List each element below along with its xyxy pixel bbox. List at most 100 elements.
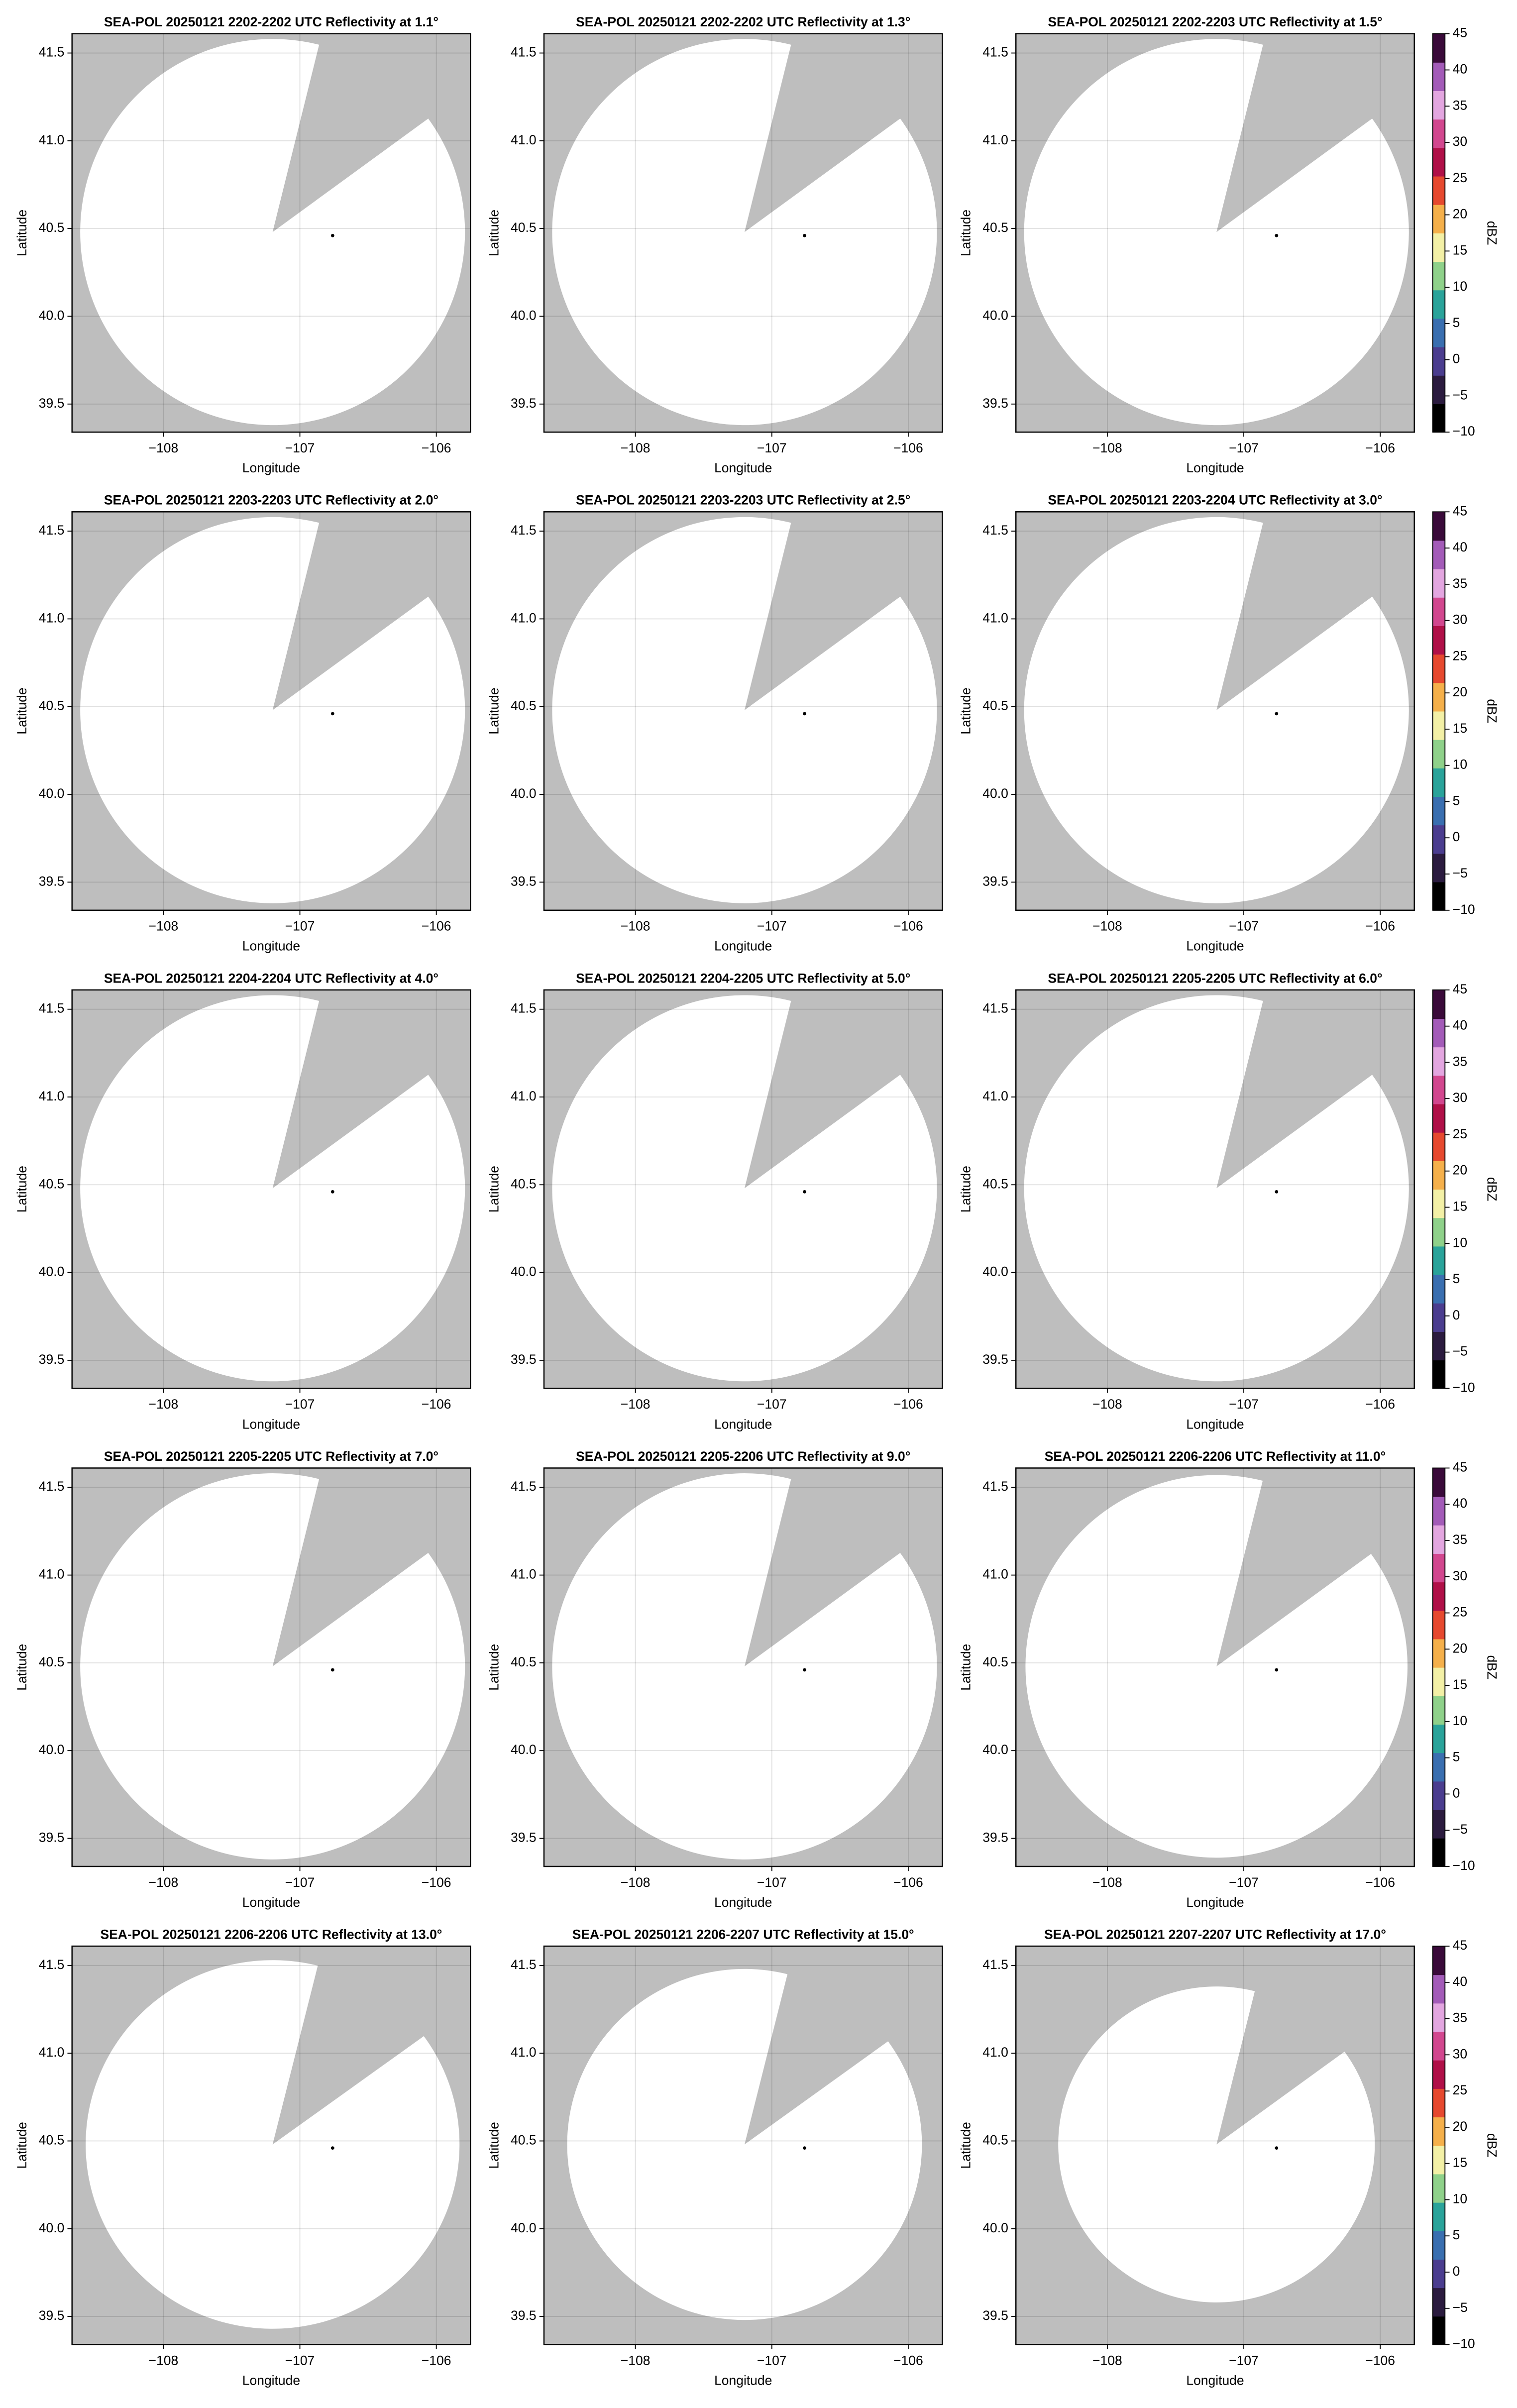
colorbar-segment [1432, 597, 1445, 626]
y-tick-label: 41.0 [39, 2045, 65, 2060]
y-tick-label: 39.5 [511, 1352, 537, 1367]
x-tick-label: −107 [757, 440, 787, 455]
colorbar-tick-label: 30 [1453, 2046, 1467, 2061]
colorbar-segment [1432, 119, 1445, 148]
colorbar-tick-label: 15 [1453, 242, 1467, 257]
y-tick-label: 39.5 [511, 396, 537, 411]
x-tick-label: −107 [757, 919, 787, 934]
y-tick-label: 40.5 [511, 2132, 537, 2147]
colorbar-segment [1432, 2174, 1445, 2203]
colorbar-tick-label: 25 [1453, 170, 1467, 185]
x-axis-label: Longitude [714, 460, 772, 475]
colorbar-tick-label: 15 [1453, 1677, 1467, 1692]
colorbar-frame [1432, 33, 1446, 433]
coverage-sector [80, 39, 465, 426]
colorbar-tick-label: 40 [1453, 1018, 1467, 1033]
colorbar-segment [1432, 881, 1445, 911]
y-tick-label: 39.5 [982, 396, 1008, 411]
colorbar-tick-label: 0 [1453, 829, 1460, 844]
axes-frame [1015, 1467, 1415, 1867]
colorbar-tick-label: 25 [1453, 648, 1467, 663]
x-axis-label: Longitude [714, 939, 772, 954]
panel: −108 −107 −106 39.5 40.0 40.5 41.0 41.5 SEA-POL … [486, 14, 943, 475]
colorbar-tick-label: 35 [1453, 98, 1467, 112]
colorbar-tick-label: 0 [1453, 351, 1460, 366]
panel: −108 −107 −106 39.5 40.0 40.5 41.0 41.5 SEA-POL … [959, 1927, 1500, 2388]
y-tick-label: 40.5 [39, 220, 65, 235]
colorbar-tick-label: 35 [1453, 2010, 1467, 2025]
y-tick-label: 40.0 [39, 308, 65, 323]
chart-title: SEA-POL 20250121 2207-2207 UTC Reflectiv… [1044, 1927, 1386, 1942]
colorbar-segment [1432, 318, 1445, 347]
x-tick-label: −106 [1365, 919, 1395, 934]
y-axis-label: Latitude [959, 1644, 974, 1691]
site-marker [1275, 233, 1279, 237]
x-axis-label: Longitude [1186, 1417, 1244, 1431]
coverage-sector [552, 1473, 937, 1860]
y-tick-label: 41.5 [39, 1001, 65, 1016]
colorbar-segment [1432, 261, 1445, 291]
colorbar-tick-label: 45 [1453, 1459, 1467, 1474]
colorbar-segment [1432, 1610, 1445, 1640]
site-marker [330, 1190, 334, 1194]
y-tick-label: 41.0 [982, 610, 1008, 625]
y-axis-label: Latitude [486, 2122, 501, 2169]
x-tick-label: −107 [285, 2353, 315, 2368]
x-tick-label: −106 [1365, 1875, 1395, 1890]
coverage-sector [552, 517, 937, 903]
y-tick-label: 41.0 [39, 132, 65, 147]
panel: −108 −107 −106 39.5 40.0 40.5 41.0 41.5 SEA-POL … [486, 493, 943, 954]
x-tick-label: −108 [149, 2353, 179, 2368]
y-tick-label: 41.5 [39, 523, 65, 538]
y-tick-label: 41.0 [511, 1089, 537, 1103]
y-tick-label: 41.0 [982, 1567, 1008, 1582]
colorbar-segment [1432, 2288, 1445, 2317]
colorbar-tick-label: 0 [1453, 1308, 1460, 1322]
colorbar-segment [1432, 1781, 1445, 1810]
colorbar-frame [1432, 511, 1446, 911]
colorbar-segment [1432, 2230, 1445, 2260]
colorbar-segment [1432, 1695, 1445, 1725]
y-tick-label: 40.0 [39, 1742, 65, 1757]
colorbar-tick-label: 10 [1453, 279, 1467, 294]
chart-title: SEA-POL 20250121 2203-2203 UTC Reflectiv… [104, 493, 438, 508]
colorbar-segment [1432, 1582, 1445, 1611]
y-tick-label: 41.5 [982, 523, 1008, 538]
y-tick-label: 39.5 [39, 396, 65, 411]
y-axis-label: Latitude [14, 210, 29, 256]
colorbar-label: dBZ [1485, 1655, 1500, 1679]
x-tick-label: −106 [422, 1397, 451, 1412]
y-tick-label: 40.0 [982, 1264, 1008, 1279]
colorbar-segment [1432, 1838, 1445, 1867]
colorbar-tick-label: −5 [1453, 866, 1468, 880]
x-tick-label: −107 [285, 440, 315, 455]
site-marker [803, 2146, 806, 2150]
coverage-sector [80, 517, 465, 903]
coverage-sector [1024, 517, 1409, 903]
x-tick-label: −108 [1092, 919, 1122, 934]
colorbar-segment [1432, 1724, 1445, 1753]
colorbar-segment [1432, 626, 1445, 655]
site-marker [330, 233, 334, 237]
y-tick-label: 40.0 [511, 2220, 537, 2235]
y-tick-label: 39.5 [39, 874, 65, 888]
axes-frame [1015, 511, 1415, 911]
x-tick-label: −108 [1092, 1397, 1122, 1412]
y-tick-label: 40.0 [982, 786, 1008, 801]
y-axis-label: Latitude [14, 1166, 29, 1212]
x-tick-label: −106 [1365, 2353, 1395, 2368]
colorbar-segment [1432, 1946, 1445, 1975]
x-tick-label: −106 [893, 1397, 923, 1412]
x-tick-label: −107 [1229, 440, 1259, 455]
x-tick-label: −107 [1229, 2353, 1259, 2368]
chart-title: SEA-POL 20250121 2206-2206 UTC Reflectiv… [1045, 1449, 1386, 1464]
x-tick-label: −106 [422, 440, 451, 455]
axes-frame [1015, 33, 1415, 433]
colorbar-segment [1432, 682, 1445, 712]
colorbar-tick-label: 0 [1453, 1785, 1460, 1800]
colorbar-segment [1432, 204, 1445, 233]
colorbar-segment [1432, 290, 1445, 319]
colorbar-tick-label: 20 [1453, 1163, 1467, 1178]
